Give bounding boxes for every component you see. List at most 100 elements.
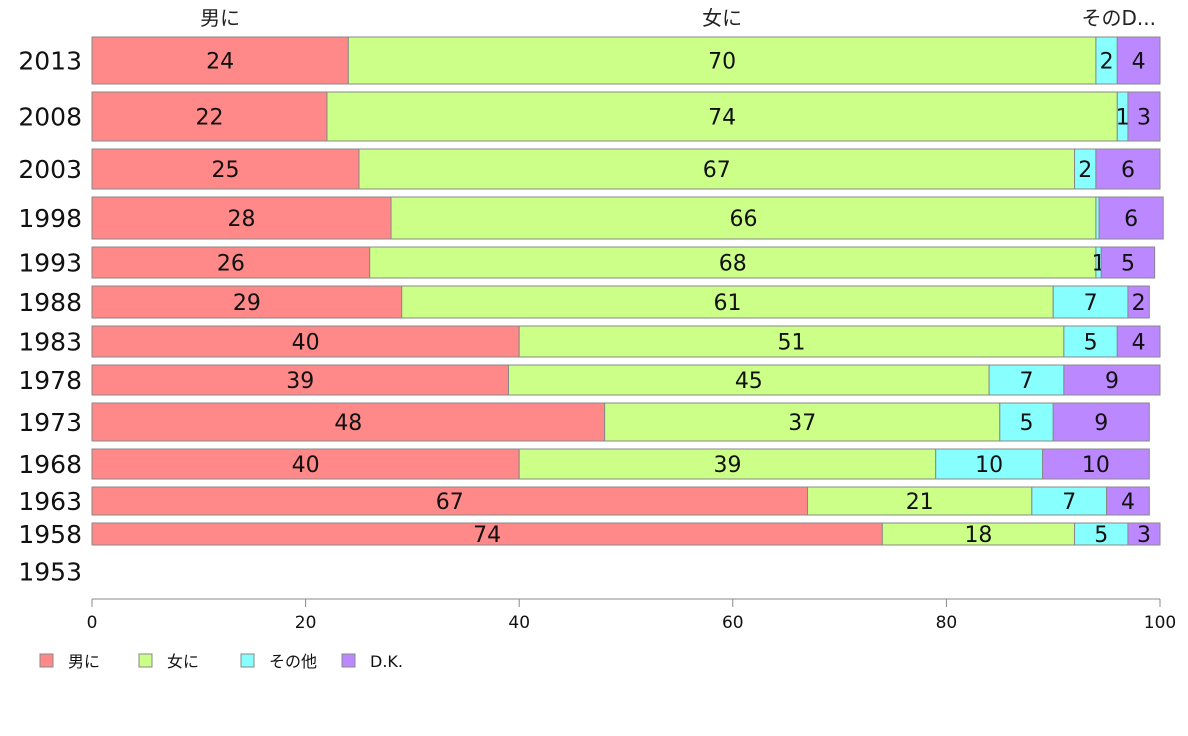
top-label-1: 女に [702,6,742,30]
bar-segment [1052,285,1129,319]
x-tick-label: 60 [722,613,744,633]
data-label: 3 [1137,106,1151,131]
bar-segment [1098,196,1164,240]
category-label: 2003 [18,155,82,184]
category-label: 1968 [18,450,82,479]
x-tick-label: 80 [936,613,958,633]
data-label: 40 [292,453,320,478]
data-label: 5 [1094,523,1108,548]
category-label: 1958 [18,520,82,549]
data-label: 51 [778,331,806,356]
data-label: 22 [195,106,223,131]
bar-segment [369,246,1097,279]
legend-swatch [138,653,153,668]
data-label: 2 [1078,158,1092,183]
bar-segment [1052,402,1150,442]
data-label: 9 [1094,411,1108,436]
data-label: 5 [1020,411,1034,436]
data-label: 6 [1121,158,1135,183]
bar-segment [1127,91,1161,142]
data-label: 28 [228,207,256,232]
data-label: 7 [1020,369,1034,394]
x-tick-label: 100 [1144,613,1176,633]
bar-segment [518,448,937,480]
legend-label: 男に [68,652,100,671]
bar-segment [358,148,1076,190]
category-label: 1998 [18,204,82,233]
bar-segment [347,36,1097,85]
category-label: 1963 [18,487,82,516]
data-label: 68 [719,252,747,277]
bar-segment [91,36,349,85]
data-label: 3 [1137,523,1151,548]
bar-segment [401,285,1054,319]
data-label: 26 [217,252,245,277]
data-label: 18 [964,523,992,548]
data-label: 10 [975,453,1003,478]
data-label: 29 [233,291,261,316]
bar-segment [91,285,403,319]
legend-label: D.K. [370,652,403,671]
data-label: 45 [735,369,763,394]
bar-segment [91,486,809,516]
data-label: 2 [1100,50,1114,75]
data-label: 37 [788,411,816,436]
legend-swatch [341,653,356,668]
bar-segment [1106,486,1150,516]
top-label-0: 男に [200,6,240,30]
category-label: 1983 [18,328,82,357]
data-label: 7 [1062,490,1076,515]
bar-segment [935,448,1044,480]
bar-segment [1116,325,1161,358]
data-label: 67 [703,158,731,183]
x-tick-label: 40 [508,613,530,633]
top-label-2-truncated: そのD... [1082,6,1156,30]
legend-label: 女に [167,652,199,671]
bar-segment [508,364,990,396]
bar-segment [1100,246,1156,279]
data-label: 2 [1132,291,1146,316]
bar-segment [91,196,392,240]
category-label: 2008 [18,103,82,132]
bar-segment [91,246,371,279]
data-label: 74 [708,106,736,131]
bar-segment [1127,285,1150,319]
bar-segment [1063,325,1118,358]
bar-segment [1116,36,1161,85]
bar-segment [807,486,1033,516]
bar-segment [326,91,1118,142]
data-label: 61 [713,291,741,316]
data-label: 25 [212,158,240,183]
data-label: 9 [1105,369,1119,394]
data-label: 66 [729,207,757,232]
data-label: 6 [1124,207,1138,232]
data-label: 5 [1121,252,1135,277]
bar-segment [1095,148,1161,190]
data-label: 70 [708,50,736,75]
data-label: 40 [292,331,320,356]
data-label: 4 [1132,331,1146,356]
x-tick-label: 20 [295,613,317,633]
x-tick-label: 0 [87,613,98,633]
data-label: 39 [713,453,741,478]
category-label: 1973 [18,408,82,437]
data-label: 10 [1082,453,1110,478]
legend-swatch [39,653,54,668]
bar-segment [1063,364,1161,396]
bar-segment [91,148,360,190]
data-label: 74 [473,523,501,548]
data-label: 39 [286,369,314,394]
data-label: 21 [906,490,934,515]
bar-segment [988,364,1065,396]
bar-segment [91,402,606,442]
bar-segment [91,325,520,358]
data-label: 7 [1084,291,1098,316]
data-label: 48 [334,411,362,436]
category-label: 1988 [18,288,82,317]
data-label: 67 [436,490,464,515]
bar-segment [1031,486,1108,516]
category-label: 1978 [18,366,82,395]
bar-segment [1042,448,1150,480]
legend-swatch [240,653,255,668]
